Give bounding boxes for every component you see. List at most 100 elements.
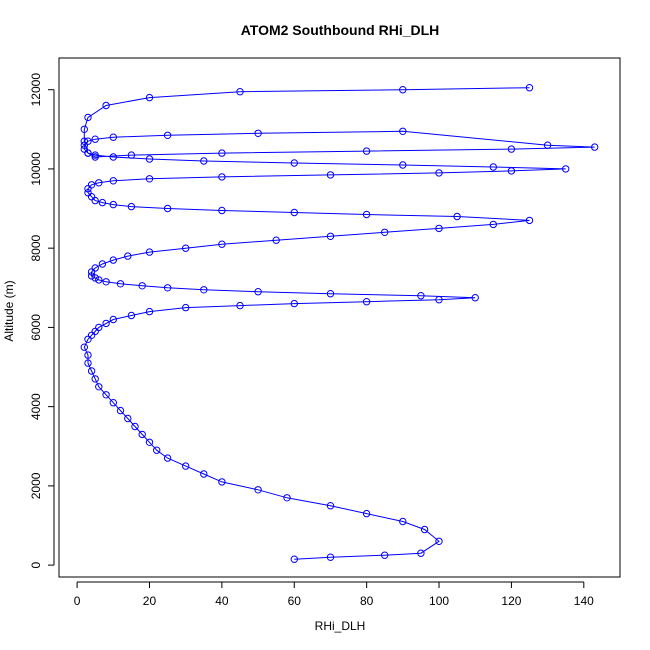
- data-point: [218, 149, 226, 157]
- data-point: [218, 478, 226, 486]
- data-point: [290, 299, 298, 308]
- data-point: [290, 208, 298, 217]
- data-point: [362, 509, 371, 518]
- data-point: [124, 252, 132, 260]
- data-point: [109, 177, 118, 185]
- data-point: [218, 206, 226, 215]
- data-point: [326, 553, 335, 561]
- data-point: [435, 169, 443, 177]
- data-point: [399, 517, 407, 526]
- data-point: [87, 181, 96, 189]
- y-tick-label: 2000: [29, 472, 43, 499]
- data-point: [283, 494, 291, 502]
- data-point: [91, 151, 99, 159]
- data-point: [109, 153, 118, 161]
- data-point: [145, 248, 154, 256]
- data-point: [84, 137, 92, 145]
- data-point: [507, 167, 516, 175]
- data-point: [471, 294, 479, 302]
- data-point: [163, 131, 172, 140]
- data-point: [326, 232, 335, 241]
- data-point: [95, 179, 103, 187]
- data-point: [145, 175, 154, 183]
- data-point: [290, 159, 298, 167]
- data-point: [80, 141, 89, 149]
- data-point: [102, 278, 110, 286]
- data-point: [543, 141, 552, 149]
- data-point: [109, 315, 118, 324]
- data-point: [80, 137, 89, 145]
- data-point: [200, 286, 208, 294]
- data-point: [326, 290, 335, 298]
- x-tick-label: 100: [429, 594, 449, 608]
- data-point: [127, 151, 136, 159]
- x-axis: 0 20 40 60 80 100 120 140: [74, 581, 594, 608]
- data-point: [84, 359, 92, 367]
- data-point: [127, 202, 136, 211]
- data-point: [109, 200, 118, 209]
- data-point: [272, 236, 280, 244]
- data-point: [84, 189, 92, 197]
- data-point: [254, 129, 262, 138]
- x-tick-label: 80: [360, 594, 374, 608]
- data-point: [131, 422, 139, 431]
- y-tick-label: 12000: [29, 73, 43, 107]
- data-point: [254, 486, 262, 494]
- data-point: [98, 260, 107, 268]
- data-point: [109, 133, 118, 141]
- data-point: [236, 301, 244, 310]
- data-point: [326, 171, 335, 179]
- data-point: [138, 282, 146, 290]
- data-point: [124, 414, 132, 423]
- data-point: [435, 296, 443, 304]
- data-point: [95, 383, 103, 391]
- data-point: [399, 161, 407, 169]
- data-point: [95, 323, 103, 332]
- data-point: [145, 93, 154, 102]
- data-point: [362, 147, 371, 155]
- data-point: [218, 173, 226, 181]
- plot-frame: [58, 57, 621, 578]
- data-point: [254, 288, 262, 296]
- data-point: [153, 446, 161, 454]
- data-point: [362, 210, 371, 219]
- y-axis-label: Altitude (m): [2, 280, 16, 341]
- y-axis: 0 2000 4000 6000 8000 10000 12000: [29, 73, 55, 568]
- x-tick-label: 40: [215, 594, 229, 608]
- data-point: [116, 280, 125, 288]
- data-point: [200, 470, 208, 478]
- data-point: [591, 143, 599, 151]
- data-point: [80, 125, 89, 134]
- data-point: [163, 204, 172, 213]
- x-axis-label: RHi_DLH: [315, 619, 366, 633]
- data-point: [102, 319, 110, 328]
- data-point: [435, 224, 443, 233]
- data-point: [507, 145, 516, 153]
- data-point: [84, 149, 92, 157]
- data-point: [80, 145, 89, 153]
- data-point: [102, 101, 110, 110]
- data-point: [489, 163, 497, 171]
- data-point: [95, 276, 103, 284]
- data-point: [116, 406, 125, 415]
- y-tick-label: 8000: [29, 234, 43, 261]
- data-point: [91, 264, 99, 272]
- data-point: [91, 153, 99, 161]
- data-point: [84, 113, 92, 122]
- data-point: [145, 155, 154, 163]
- data-point: [87, 272, 96, 280]
- data-point: [98, 198, 107, 207]
- data-point: [145, 307, 154, 316]
- data-point: [453, 212, 461, 221]
- data-point: [420, 525, 429, 534]
- data-point: [399, 86, 407, 94]
- x-tick-label: 60: [288, 594, 302, 608]
- data-point: [417, 292, 425, 300]
- data-point: [163, 454, 172, 462]
- data-point: [525, 216, 534, 225]
- data-point: [109, 256, 118, 264]
- data-point: [200, 157, 208, 165]
- data-point: [489, 220, 497, 229]
- data-point: [91, 135, 99, 143]
- data-point: [290, 555, 298, 563]
